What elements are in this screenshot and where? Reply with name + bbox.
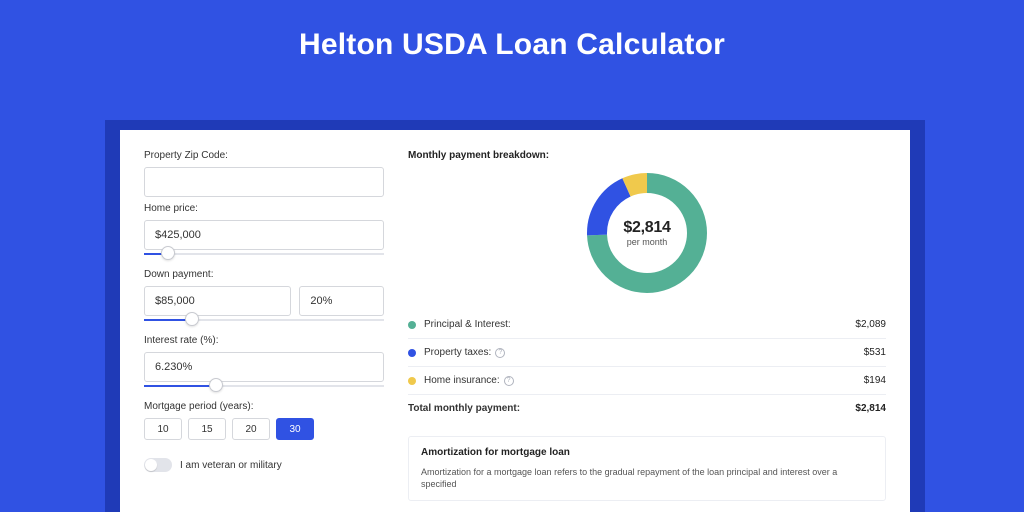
page-root: Helton USDA Loan Calculator Property Zip… [0, 0, 1024, 512]
legend-total-row: Total monthly payment:$2,814 [408, 394, 886, 422]
interest-slider[interactable] [144, 381, 384, 391]
slider-thumb[interactable] [209, 378, 223, 392]
info-icon[interactable]: ? [504, 376, 514, 386]
breakdown-panel: Monthly payment breakdown: $2,814 per mo… [408, 150, 886, 492]
breakdown-title: Monthly payment breakdown: [408, 150, 886, 161]
period-option-30[interactable]: 30 [276, 418, 314, 440]
breakdown-legend: Principal & Interest:$2,089Property taxe… [408, 311, 886, 422]
home-price-input[interactable] [144, 220, 384, 250]
donut-sub: per month [627, 237, 668, 247]
veteran-row: I am veteran or military [144, 458, 384, 472]
slider-thumb[interactable] [161, 246, 175, 260]
interest-label: Interest rate (%): [144, 335, 384, 346]
down-payment-pct-input[interactable] [299, 286, 384, 316]
legend-label: Principal & Interest: [424, 319, 855, 330]
period-group: Mortgage period (years): 10 15 20 30 [144, 401, 384, 440]
donut-wrap: $2,814 per month [408, 173, 886, 293]
legend-value: $531 [864, 347, 886, 358]
toggle-knob [145, 459, 157, 471]
form-panel: Property Zip Code: Home price: Down paym… [144, 150, 384, 492]
period-options: 10 15 20 30 [144, 418, 384, 440]
period-option-10[interactable]: 10 [144, 418, 182, 440]
down-payment-input[interactable] [144, 286, 291, 316]
legend-value: $194 [864, 375, 886, 386]
amortization-card: Amortization for mortgage loan Amortizat… [408, 436, 886, 501]
veteran-label: I am veteran or military [180, 460, 282, 471]
period-option-15[interactable]: 15 [188, 418, 226, 440]
payment-donut-chart: $2,814 per month [587, 173, 707, 293]
page-title: Helton USDA Loan Calculator [0, 0, 1024, 62]
legend-total-label: Total monthly payment: [408, 403, 855, 414]
legend-total-value: $2,814 [855, 403, 886, 414]
legend-value: $2,089 [855, 319, 886, 330]
slider-thumb[interactable] [185, 312, 199, 326]
home-price-label: Home price: [144, 203, 384, 214]
donut-amount: $2,814 [623, 219, 670, 237]
down-payment-label: Down payment: [144, 269, 384, 280]
legend-dot [408, 377, 416, 385]
amortization-title: Amortization for mortgage loan [421, 447, 873, 458]
donut-center: $2,814 per month [587, 173, 707, 293]
interest-input[interactable] [144, 352, 384, 382]
legend-row: Home insurance:?$194 [408, 366, 886, 394]
legend-row: Principal & Interest:$2,089 [408, 311, 886, 338]
period-option-20[interactable]: 20 [232, 418, 270, 440]
home-price-group: Home price: [144, 203, 384, 259]
calculator-card: Property Zip Code: Home price: Down paym… [120, 130, 910, 512]
legend-row: Property taxes:?$531 [408, 338, 886, 366]
amortization-text: Amortization for a mortgage loan refers … [421, 466, 873, 490]
down-payment-slider[interactable] [144, 315, 384, 325]
interest-group: Interest rate (%): [144, 335, 384, 391]
zip-input[interactable] [144, 167, 384, 197]
legend-label: Home insurance:? [424, 375, 864, 386]
info-icon[interactable]: ? [495, 348, 505, 358]
home-price-slider[interactable] [144, 249, 384, 259]
veteran-toggle[interactable] [144, 458, 172, 472]
legend-dot [408, 321, 416, 329]
period-label: Mortgage period (years): [144, 401, 384, 412]
zip-group: Property Zip Code: [144, 150, 384, 197]
legend-label: Property taxes:? [424, 347, 864, 358]
down-payment-group: Down payment: [144, 269, 384, 325]
legend-dot [408, 349, 416, 357]
zip-label: Property Zip Code: [144, 150, 384, 161]
